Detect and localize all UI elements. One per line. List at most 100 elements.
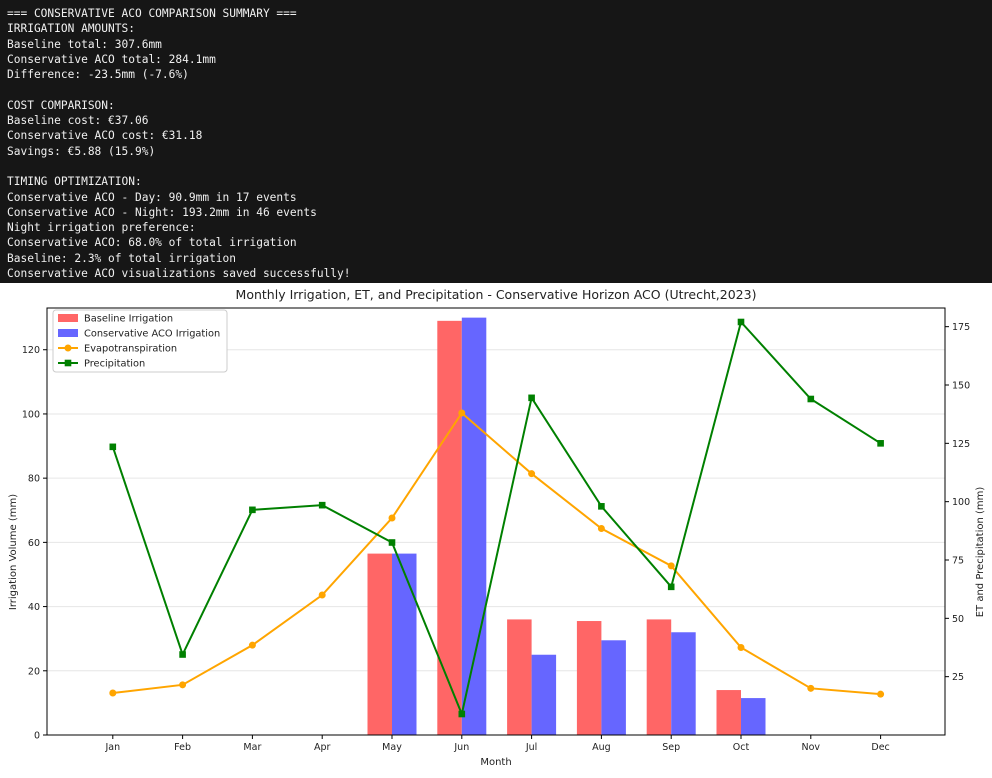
bar-baseline-irrigation-jul [507,619,532,735]
y-tick-label: 60 [28,538,40,549]
line-evapotranspiration [112,411,881,696]
console-line [7,159,992,174]
console-line: Difference: -23.5mm (-7.6%) [7,68,189,82]
point-evapotranspiration-oct [737,644,745,651]
console-line: Baseline: 2.3% of total irrigation [7,251,237,265]
x-axis-label: Month [480,757,511,768]
console-line: Savings: €5.88 (15.9%) [7,144,156,158]
x-tick-label-mar: Mar [243,742,261,753]
legend-swatch [58,329,78,337]
x-tick-label-feb: Feb [174,742,191,753]
x-tick-label-dec: Dec [871,742,889,753]
y-tick-label: 80 [28,474,40,485]
chart-svg: Monthly Irrigation, ET, and Precipitatio… [8,287,986,768]
bar-baseline-irrigation-aug [576,621,602,735]
chart-title: Monthly Irrigation, ET, and Precipitatio… [236,287,757,302]
console-output: === CONSERVATIVE ACO COMPARISON SUMMARY … [0,0,992,283]
legend-label: Evapotranspiration [84,344,177,355]
x-tick-label-nov: Nov [802,742,821,753]
plot-frame [46,307,946,736]
bar-conservative-aco-irrigation-jun [461,317,487,735]
point-evapotranspiration-may [388,514,396,522]
line-precipitation [111,319,882,718]
y2-axis-label: ET and Precipitation (mm) [975,487,986,618]
point-precipitation-dec [877,440,884,447]
point-precipitation-apr [318,501,326,509]
point-precipitation-oct [737,318,745,326]
point-precipitation-mar [249,506,256,514]
point-evapotranspiration-dec [877,690,885,698]
x-tick-label-apr: Apr [314,742,331,753]
y2-tick-label: 175 [952,322,970,333]
point-evapotranspiration-jan [109,689,117,697]
point-evapotranspiration-aug [597,525,605,532]
console-line: TIMING OPTIMIZATION: [7,175,142,189]
x-tick-label-jan: Jan [104,742,120,753]
y-tick-label: 100 [22,409,40,420]
x-tick-label-aug: Aug [592,742,611,753]
console-line: === CONSERVATIVE ACO COMPARISON SUMMARY … [7,7,297,20]
bar-conservative-aco-irrigation-jul [531,654,557,735]
legend-label: Baseline Irrigation [84,314,173,325]
console-line: Conservative ACO: 68.0% of total irrigat… [7,236,297,250]
point-precipitation-jul [528,394,535,402]
console-line: Night irrigation preference: [7,221,196,235]
legend-marker [64,344,72,352]
bar-conservative-aco-irrigation-may [392,553,417,735]
point-evapotranspiration-jul [528,470,536,478]
y2-tick-label: 25 [952,672,964,683]
bar-baseline-irrigation-sep [646,619,672,735]
legend-marker [64,359,72,367]
console-line [7,82,992,97]
console-line: COST COMPARISON: [7,98,115,112]
y-tick-label: 0 [34,731,40,742]
legend-swatch [58,314,78,322]
y2-tick-label: 125 [952,439,970,450]
x-tick-label-oct: Oct [733,742,750,753]
bar-baseline-irrigation-oct [716,690,741,735]
point-precipitation-aug [598,503,605,510]
y2-tick-label: 50 [952,614,964,625]
point-precipitation-jan [109,443,117,451]
console-line: Conservative ACO visualizations saved su… [7,267,351,281]
bar-conservative-aco-irrigation-oct [741,698,766,735]
bar-baseline-irrigation-may [367,553,392,735]
y-tick-label: 120 [22,345,40,356]
point-evapotranspiration-apr [318,591,326,599]
point-evapotranspiration-feb [179,681,187,689]
y-tick-label: 40 [28,602,40,613]
point-precipitation-may [388,539,396,546]
console-line: Conservative ACO total: 284.1mm [7,52,216,66]
x-tick-label-may: May [382,742,402,753]
bar-baseline-irrigation-jun [437,320,462,735]
y2-tick-label: 100 [952,497,970,508]
console-line: Conservative ACO cost: €31.18 [7,129,203,143]
point-evapotranspiration-mar [248,641,256,649]
x-tick-label-jun: Jun [453,742,469,753]
legend-box [52,309,228,373]
y2-tick-label: 150 [952,381,970,392]
legend-label: Conservative ACO Irrigation [84,329,220,340]
legend: Baseline Irrigation Conservative ACO Irri… [52,309,228,373]
console-line: Conservative ACO - Day: 90.9mm in 17 eve… [7,190,297,204]
point-evapotranspiration-sep [667,562,675,570]
chart-figure: Monthly Irrigation, ET, and Precipitatio… [0,283,992,773]
y-axis-label: Irrigation Volume (mm) [8,494,19,610]
console-line: Conservative ACO - Night: 193.2mm in 46 … [7,205,317,219]
legend-label: Precipitation [84,359,145,370]
console-line: Baseline total: 307.6mm [7,37,162,51]
point-precipitation-nov [807,395,815,403]
console-line: IRRIGATION AMOUNTS: [7,22,135,36]
bar-conservative-aco-irrigation-sep [671,632,696,735]
y-tick-label: 20 [28,666,40,677]
point-precipitation-jun [458,710,466,718]
point-precipitation-sep [667,583,675,591]
y2-tick-label: 75 [952,556,964,567]
bar-conservative-aco-irrigation-aug [601,640,626,735]
console-line: Baseline cost: €37.06 [7,114,149,128]
point-evapotranspiration-nov [807,684,815,692]
x-tick-label-sep: Sep [662,742,680,753]
point-precipitation-feb [179,651,186,658]
point-evapotranspiration-jun [458,409,466,417]
x-tick-label-jul: Jul [525,742,537,753]
